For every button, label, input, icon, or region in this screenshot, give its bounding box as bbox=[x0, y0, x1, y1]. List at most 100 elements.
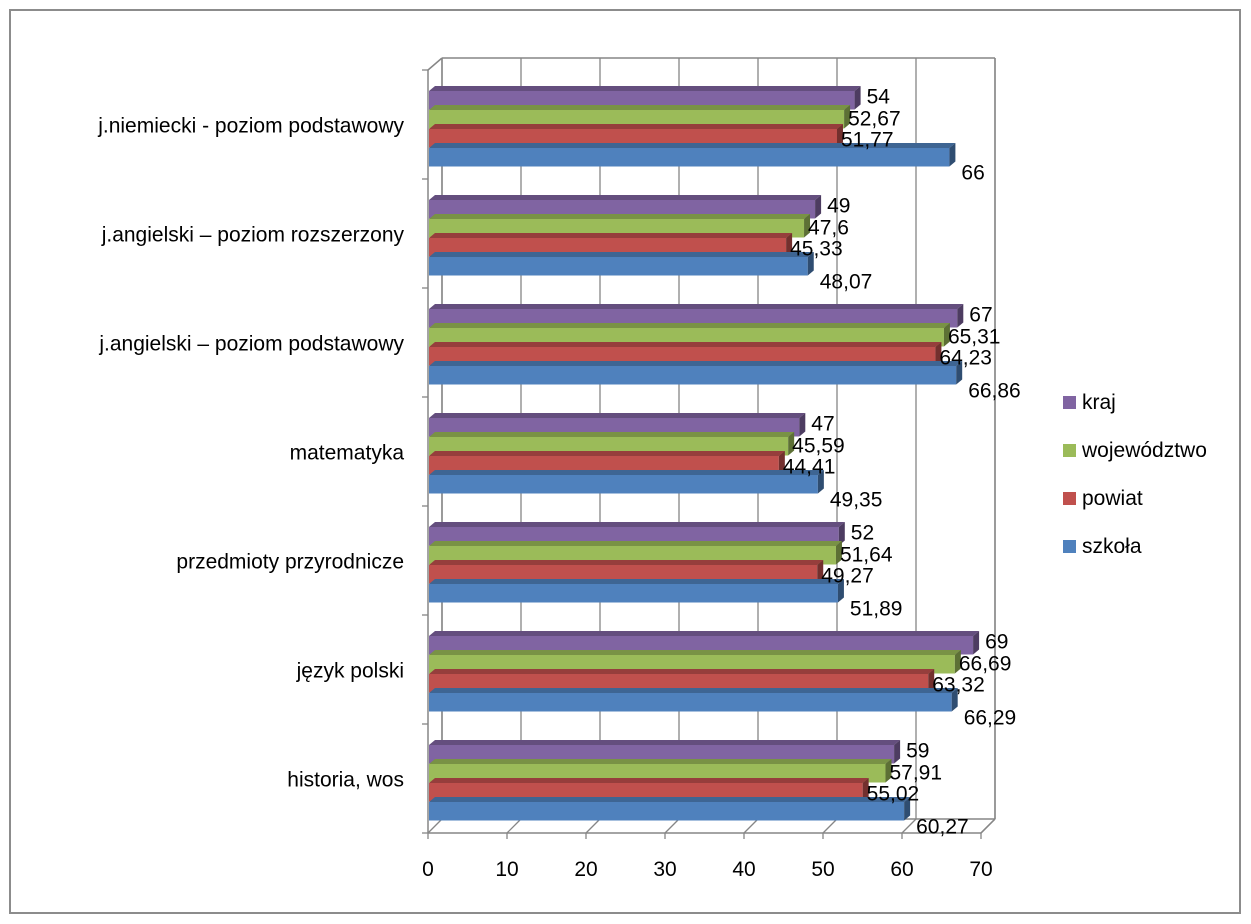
legend-swatch-powiat bbox=[1063, 492, 1076, 505]
bar-kraj-przedmioty-przyrodnicze-end bbox=[838, 522, 845, 546]
bar-kraj-jezyk-polski bbox=[429, 636, 974, 655]
data-label-kraj-j-angielski-poziom-rozszerzony: 49 bbox=[827, 195, 850, 218]
side-wall-top-edge bbox=[427, 57, 443, 71]
bar-kraj-historia-wos-top bbox=[429, 740, 901, 745]
data-label-powiat-historia-wos: 55,02 bbox=[867, 783, 920, 806]
bar-wojewodztwo-matematyka-top bbox=[429, 432, 795, 437]
bar-szko-a-przedmioty-przyrodnicze-end bbox=[837, 579, 844, 603]
data-label-wojewodztwo-historia-wos: 57,91 bbox=[889, 762, 942, 785]
bar-szko-a-historia-wos-end bbox=[904, 797, 911, 821]
bar-powiat-j-angielski-poziom-podstawowy-top bbox=[429, 342, 942, 347]
x-tick-label: 0 bbox=[422, 858, 434, 881]
bar-wojewodztwo-j-angielski-poziom-rozszerzony bbox=[429, 219, 805, 238]
bar-wojewodztwo-jezyk-polski-top bbox=[429, 650, 961, 655]
data-label-powiat-jezyk-polski: 63,32 bbox=[932, 674, 985, 697]
bar-kraj-historia-wos bbox=[429, 745, 895, 764]
bar-wojewodztwo-matematyka bbox=[429, 437, 789, 456]
x-tick-label: 60 bbox=[890, 858, 913, 881]
bar-szko-a-j-angielski-poziom-podstawowy-top bbox=[429, 361, 963, 366]
bar-szko-a-historia-wos-top bbox=[429, 797, 911, 802]
data-label-powiat-j-angielski-poziom-podstawowy: 64,23 bbox=[939, 347, 992, 370]
bar-powiat-matematyka-top bbox=[429, 451, 785, 456]
bar-szko-a-jezyk-polski-end bbox=[951, 688, 958, 712]
legend-swatch-kraj bbox=[1063, 396, 1076, 409]
floor-gridline bbox=[822, 818, 838, 834]
bar-kraj-j-niemiecki-poziom-podstawowy bbox=[429, 91, 855, 110]
legend-swatch-szko-a bbox=[1063, 540, 1076, 553]
bar-wojewodztwo-jezyk-polski bbox=[429, 655, 955, 674]
data-label-wojewodztwo-przedmioty-przyrodnicze: 51,64 bbox=[840, 544, 893, 567]
bar-powiat-jezyk-polski-top bbox=[429, 669, 935, 674]
data-label-kraj-matematyka: 47 bbox=[811, 413, 834, 436]
bar-szko-a-matematyka bbox=[429, 475, 818, 494]
bar-kraj-j-angielski-poziom-rozszerzony-top bbox=[429, 195, 822, 200]
data-label-powiat-przedmioty-przyrodnicze: 49,27 bbox=[821, 565, 874, 588]
bar-powiat-jezyk-polski-end bbox=[928, 669, 935, 693]
floor-gridline bbox=[743, 818, 759, 834]
bar-powiat-przedmioty-przyrodnicze bbox=[429, 565, 818, 584]
bar-szko-a-j-angielski-poziom-rozszerzony-end bbox=[807, 252, 814, 276]
bar-powiat-matematyka bbox=[429, 456, 779, 475]
x-tick-label: 40 bbox=[732, 858, 755, 881]
bar-wojewodztwo-j-angielski-poziom-rozszerzony-end bbox=[804, 214, 811, 238]
data-label-szko-a-matematyka: 49,35 bbox=[830, 489, 883, 512]
data-label-szko-a-j-angielski-poziom-rozszerzony: 48,07 bbox=[820, 271, 873, 294]
bar-powiat-j-angielski-poziom-rozszerzony-top bbox=[429, 233, 793, 238]
bar-szko-a-matematyka-end bbox=[817, 470, 824, 494]
bar-kraj-j-angielski-poziom-podstawowy-end bbox=[957, 304, 964, 328]
legend-label-kraj: kraj bbox=[1082, 391, 1116, 414]
bar-szko-a-jezyk-polski bbox=[429, 693, 952, 712]
bar-powiat-j-angielski-poziom-podstawowy bbox=[429, 347, 936, 366]
legend-label-szko-a: szkoła bbox=[1082, 535, 1142, 558]
bar-wojewodztwo-historia-wos-end bbox=[885, 759, 892, 783]
bar-szko-a-j-niemiecki-poziom-podstawowy bbox=[429, 148, 950, 167]
category-label-matematyka: matematyka bbox=[290, 442, 405, 465]
data-label-powiat-matematyka: 44,41 bbox=[783, 456, 836, 479]
bars bbox=[429, 86, 980, 821]
bar-wojewodztwo-historia-wos-top bbox=[429, 759, 892, 764]
bar-kraj-j-angielski-poziom-podstawowy bbox=[429, 309, 958, 328]
data-label-wojewodztwo-j-niemiecki-poziom-podstawowy: 52,67 bbox=[848, 108, 901, 131]
data-label-kraj-j-niemiecki-poziom-podstawowy: 54 bbox=[867, 86, 891, 109]
bar-szko-a-j-niemiecki-poziom-podstawowy-top bbox=[429, 143, 956, 148]
floor-gridline bbox=[427, 818, 443, 834]
data-label-wojewodztwo-jezyk-polski: 66,69 bbox=[959, 653, 1012, 676]
floor-gridline bbox=[980, 818, 996, 834]
data-label-kraj-historia-wos: 59 bbox=[906, 740, 929, 763]
x-tick-label: 10 bbox=[495, 858, 518, 881]
category-label-historia-wos: historia, wos bbox=[287, 769, 404, 792]
bar-powiat-j-angielski-poziom-podstawowy-end bbox=[935, 342, 942, 366]
bar-wojewodztwo-j-niemiecki-poziom-podstawowy-end bbox=[844, 105, 851, 129]
bar-szko-a-matematyka-top bbox=[429, 470, 824, 475]
data-label-powiat-j-angielski-poziom-rozszerzony: 45,33 bbox=[790, 238, 843, 261]
bar-powiat-historia-wos-top bbox=[429, 778, 869, 783]
bar-kraj-j-niemiecki-poziom-podstawowy-end bbox=[854, 86, 861, 110]
data-label-szko-a-historia-wos: 60,27 bbox=[916, 816, 969, 839]
bar-kraj-j-niemiecki-poziom-podstawowy-top bbox=[429, 86, 861, 91]
data-label-szko-a-j-niemiecki-poziom-podstawowy: 66 bbox=[961, 162, 984, 185]
bar-kraj-j-angielski-poziom-rozszerzony bbox=[429, 200, 816, 219]
bar-powiat-matematyka-end bbox=[778, 451, 785, 475]
category-label-j-angielski-poziom-podstawowy: j.angielski – poziom podstawowy bbox=[98, 333, 404, 356]
data-label-wojewodztwo-matematyka: 45,59 bbox=[792, 435, 845, 458]
data-label-wojewodztwo-j-angielski-poziom-rozszerzony: 47,6 bbox=[808, 217, 849, 240]
legend-swatch-wojewodztwo bbox=[1063, 444, 1076, 457]
legend: kraj województwo powiat szkoła bbox=[1063, 391, 1207, 558]
category-label-jezyk-polski: język polski bbox=[296, 660, 404, 683]
bar-powiat-jezyk-polski bbox=[429, 674, 929, 693]
bar-powiat-historia-wos bbox=[429, 783, 863, 802]
bar-szko-a-j-angielski-poziom-rozszerzony bbox=[429, 257, 808, 276]
bar-kraj-historia-wos-end bbox=[894, 740, 901, 764]
data-label-kraj-przedmioty-przyrodnicze: 52 bbox=[851, 522, 874, 545]
category-labels: historia, wos język polski przedmioty przy… bbox=[97, 115, 404, 792]
bar-szko-a-przedmioty-przyrodnicze bbox=[429, 584, 838, 603]
bar-wojewodztwo-historia-wos bbox=[429, 764, 886, 783]
bar-szko-a-j-angielski-poziom-rozszerzony-top bbox=[429, 252, 814, 257]
floor-gridline bbox=[585, 818, 601, 834]
legend-label-wojewodztwo: województwo bbox=[1081, 439, 1207, 462]
bar-wojewodztwo-j-angielski-poziom-podstawowy bbox=[429, 328, 944, 347]
x-tick-label: 30 bbox=[653, 858, 676, 881]
data-label-kraj-j-angielski-poziom-podstawowy: 67 bbox=[969, 304, 992, 327]
